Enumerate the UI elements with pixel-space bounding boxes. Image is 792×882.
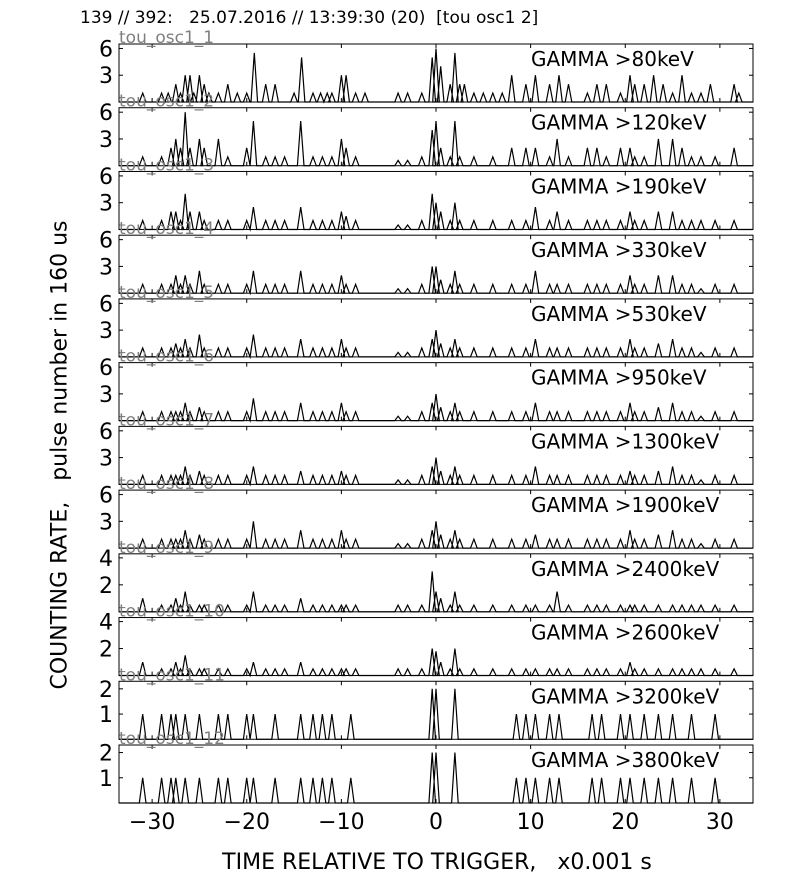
y-tick-label: 6 <box>99 165 113 190</box>
y-tick-label: 6 <box>99 356 113 381</box>
panel-label-12: tou_osc1_12 <box>119 729 225 749</box>
series-line-8 <box>119 521 753 549</box>
series-line-4 <box>119 266 753 296</box>
x-tick-label: −20 <box>224 810 270 835</box>
y-tick-label: 3 <box>99 383 113 408</box>
series-line-1 <box>119 48 753 104</box>
y-tick-label: 6 <box>99 484 113 509</box>
x-tick-label: −30 <box>129 810 175 835</box>
panel-label-11: tou_osc1_11 <box>119 665 225 685</box>
panel-label-3: tou_osc1_3 <box>119 155 214 175</box>
series-line-5 <box>119 330 753 360</box>
chart-header: 139 // 392: 25.07.2016 // 13:39:30 (20) … <box>80 8 539 28</box>
x-tick-label: 10 <box>517 810 545 835</box>
series-line-12 <box>119 752 753 804</box>
y-tick-label: 3 <box>99 255 113 280</box>
panel-label-1: tou_osc1_1 <box>119 28 214 48</box>
y-tick-label: 3 <box>99 447 113 472</box>
panel-legend-8: GAMMA >1900keV <box>531 493 720 517</box>
series-line-3 <box>119 193 753 232</box>
y-tick-label: 2 <box>99 574 113 599</box>
panel-legend-9: GAMMA >2400keV <box>531 557 720 581</box>
y-tick-label: 4 <box>99 547 113 572</box>
x-tick-label: 30 <box>706 810 734 835</box>
x-tick-label: 20 <box>611 810 639 835</box>
y-tick-label: 2 <box>99 742 113 767</box>
y-tick-label: 6 <box>99 292 113 317</box>
y-tick-label: 2 <box>99 678 113 703</box>
panel-label-5: tou_osc1_5 <box>119 283 214 303</box>
y-tick-label: 2 <box>99 638 113 663</box>
panel-label-4: tou_osc1_4 <box>119 219 214 239</box>
x-tick-label: 0 <box>429 810 443 835</box>
series-line-6 <box>119 393 753 423</box>
panel-label-7: tou_osc1_7 <box>119 410 214 430</box>
panel-label-8: tou_osc1_8 <box>119 474 214 494</box>
panel-label-9: tou_osc1_9 <box>119 538 214 558</box>
y-tick-label: 3 <box>99 319 113 344</box>
y-tick-label: 6 <box>99 37 113 62</box>
panel-legend-6: GAMMA >950keV <box>531 366 707 390</box>
y-tick-label: 3 <box>99 192 113 217</box>
panel-legend-4: GAMMA >330keV <box>531 238 707 262</box>
y-tick-label: 3 <box>99 64 113 89</box>
y-tick-label: 1 <box>99 703 113 728</box>
series-line-11 <box>119 688 753 740</box>
y-tick-label: 1 <box>99 767 113 792</box>
panel-legend-3: GAMMA >190keV <box>531 174 707 198</box>
y-tick-label: 3 <box>99 510 113 535</box>
panel-legend-2: GAMMA >120keV <box>531 111 707 135</box>
panel-legend-5: GAMMA >530keV <box>531 302 707 326</box>
y-tick-label: 6 <box>99 420 113 445</box>
panel-legend-12: GAMMA >3800keV <box>531 748 720 772</box>
y-tick-label: 4 <box>99 611 113 636</box>
x-tick-label: −10 <box>318 810 364 835</box>
panel-legend-1: GAMMA >80keV <box>531 47 694 71</box>
panel-label-10: tou_osc1_10 <box>119 602 225 622</box>
panel-label-2: tou_osc1_2 <box>119 92 214 112</box>
y-tick-label: 3 <box>99 128 113 153</box>
panel-legend-10: GAMMA >2600keV <box>531 621 720 645</box>
x-axis-label: TIME RELATIVE TO TRIGGER, x0.001 s <box>222 850 652 875</box>
y-tick-label: 6 <box>99 229 113 254</box>
panel-legend-7: GAMMA >1300keV <box>531 429 720 453</box>
y-tick-label: 6 <box>99 101 113 126</box>
panel-label-6: tou_osc1_6 <box>119 347 214 367</box>
panel-legend-11: GAMMA >3200keV <box>531 684 720 708</box>
